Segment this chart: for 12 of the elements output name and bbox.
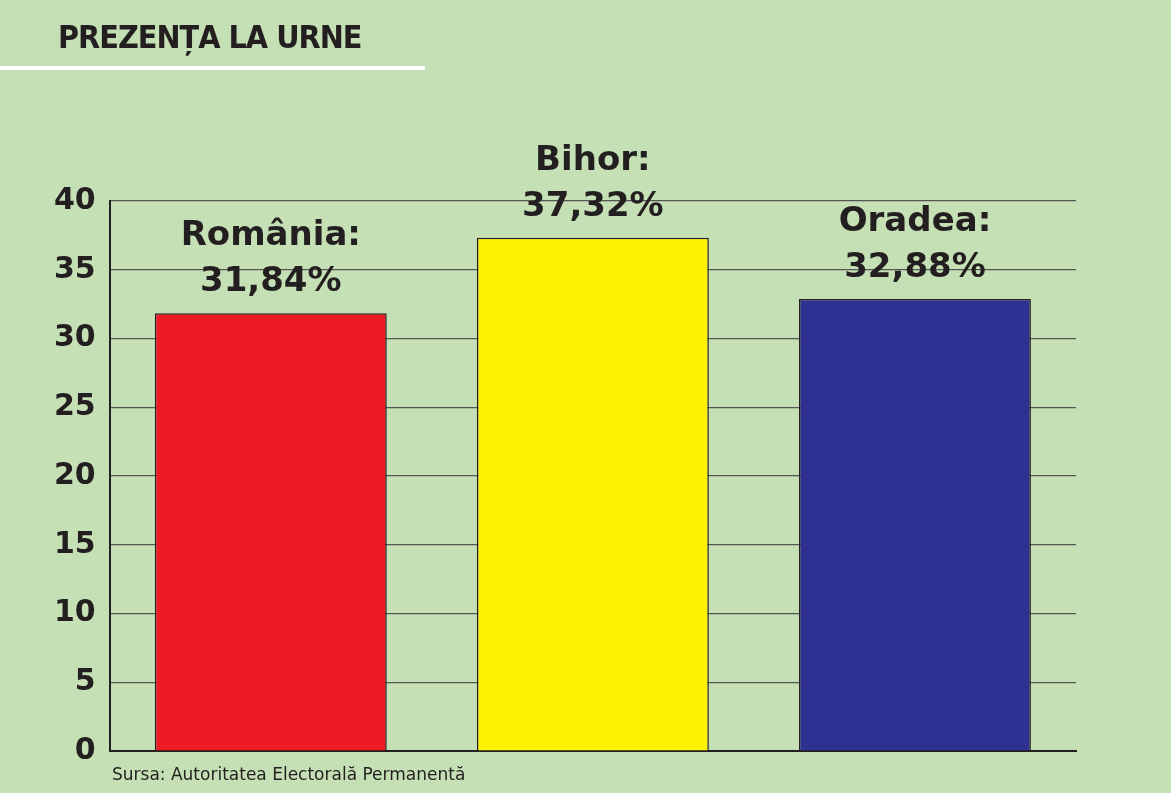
y-tick-label: 20 — [54, 455, 96, 491]
chart-title: PREZENȚA LA URNE — [58, 18, 362, 56]
y-tick-label: 30 — [54, 318, 96, 354]
y-tick-label: 15 — [54, 524, 96, 560]
text: Sursa: Autoritatea Electorală Permanentă — [112, 764, 466, 784]
y-tick-label: 35 — [54, 249, 96, 285]
y-tick-label: 0 — [74, 730, 96, 766]
data-label: România: 31,84% — [180, 213, 361, 300]
y-tick-label: 25 — [54, 387, 96, 423]
y-tick-label: 5 — [74, 662, 96, 698]
y-tick-label: 40 — [54, 180, 96, 216]
y-tick-label: 10 — [54, 593, 96, 629]
